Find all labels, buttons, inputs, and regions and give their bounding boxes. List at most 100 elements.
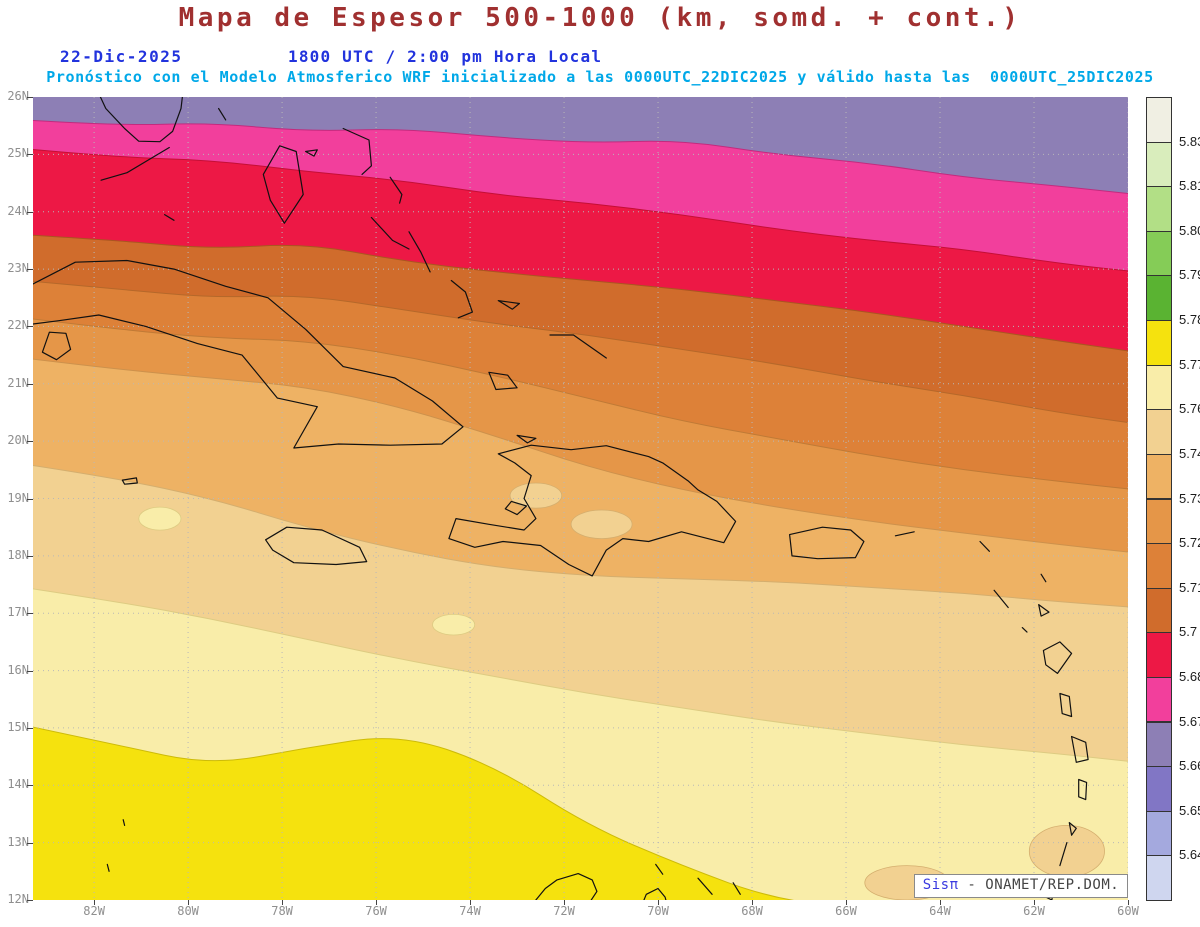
attribution-brand: Sisπ: [922, 877, 959, 893]
coastline-great-inagua: [488, 371, 518, 391]
thickness-map-canvas: [33, 97, 1128, 900]
colorbar-segment: [1146, 186, 1172, 232]
lon-label: 82W: [83, 904, 105, 918]
contour-5.676: [33, 119, 1128, 194]
colorbar-segment: [1146, 453, 1172, 500]
coastline-tortuga: [516, 434, 537, 444]
coastline-puerto-rico: [789, 526, 865, 560]
contour-patch: [509, 482, 563, 509]
colorbar-segment: [1146, 364, 1172, 411]
lat-label: 22N: [7, 318, 29, 333]
contour-5.7: [33, 234, 1128, 352]
coastline-jamaica: [265, 526, 368, 566]
coastline-florida-mainland: [99, 97, 183, 143]
coastline-eleuthera: [342, 127, 372, 175]
coastline-guajira-peninsula: [535, 873, 598, 900]
colorbar-segment: [1146, 766, 1172, 812]
coastline-grenadines: [1059, 842, 1068, 867]
lon-tick: [752, 900, 754, 905]
colorbar-label: 5.748: [1179, 445, 1200, 461]
lon-label: 78W: [271, 904, 293, 918]
lat-label: 19N: [7, 490, 29, 505]
lat-label: 20N: [7, 433, 29, 448]
coastline-bimini: [218, 107, 227, 121]
coastline-dominica: [1059, 692, 1073, 718]
coastline-hispaniola: [448, 444, 737, 577]
coastline-martinique: [1071, 735, 1089, 763]
lon-tick: [282, 900, 284, 905]
contour-5.772: [33, 726, 795, 900]
colorbar-segment: [1146, 230, 1172, 277]
coastline-st-vincent: [1068, 822, 1077, 836]
coastline-cay-sal: [164, 214, 175, 221]
contour-5.736: [33, 358, 1128, 553]
lon-tick: [1128, 900, 1129, 905]
lon-label: 60W: [1117, 904, 1139, 918]
lon-tick: [846, 900, 848, 905]
lat-label: 25N: [7, 146, 29, 161]
colorbar-segment: [1146, 632, 1172, 678]
colorbar-label: 5.795: [1179, 267, 1200, 283]
contour-patch: [138, 506, 182, 531]
colorbar-label: 5.819: [1179, 178, 1200, 194]
lat-tick: [27, 900, 33, 901]
colorbar-label: 5.831: [1179, 133, 1200, 149]
colorbar-segment: [1146, 141, 1172, 188]
colorbar-segment: [1146, 97, 1172, 143]
colorbar-segment: [1146, 721, 1172, 768]
coastline-aruba: [655, 863, 664, 875]
colorbar-label: 5.664: [1179, 758, 1200, 774]
lon-label: 72W: [553, 904, 575, 918]
contour-5.76: [33, 588, 1128, 762]
lon-label: 64W: [929, 904, 951, 918]
colorbar-label: 5.807: [1179, 222, 1200, 238]
contour-5.688: [33, 148, 1128, 272]
colorbar-label: 5.76: [1179, 401, 1200, 417]
band-5.772: [33, 727, 792, 900]
coastline-isla-juventud: [41, 331, 72, 361]
lon-tick: [188, 900, 190, 905]
forecast-time: 1800 UTC / 2:00 pm Hora Local: [288, 47, 603, 66]
lat-label: 15N: [7, 719, 29, 734]
coastline-antigua: [1038, 604, 1050, 617]
colorbar-segment: [1146, 498, 1172, 545]
coastline-bonaire: [732, 882, 741, 895]
lon-label: 70W: [647, 904, 669, 918]
colorbar-label: 5.712: [1179, 579, 1200, 595]
lat-label: 18N: [7, 547, 29, 562]
coastline-gonave: [504, 500, 528, 516]
coastline-st-kitts-nevis: [993, 589, 1009, 609]
coastline-st-martin-anguilla: [979, 540, 990, 552]
colorbar-label: 5.736: [1179, 490, 1200, 506]
coastline-providencia: [122, 819, 126, 826]
contour-patch: [432, 614, 476, 636]
coastline-long-island: [408, 231, 431, 273]
colorbar-segment: [1146, 855, 1172, 901]
colorbar-segment: [1146, 587, 1172, 634]
coastline-virgin-islands: [894, 531, 915, 537]
lon-tick: [1034, 900, 1035, 905]
coastline-crooked-acklins: [450, 279, 473, 319]
lat-label: 17N: [7, 605, 29, 620]
coastline-florida-keys: [100, 146, 170, 181]
colorbar-label: 5.724: [1179, 535, 1200, 551]
lon-tick: [94, 900, 96, 905]
lat-label: 12N: [7, 892, 29, 906]
lon-label: 68W: [741, 904, 763, 918]
colorbar-label: 5.688: [1179, 668, 1200, 684]
attribution-box: Sisπ - ONAMET/REP.DOM.: [914, 874, 1128, 898]
colorbar-segment: [1146, 810, 1172, 857]
coastline-andros: [262, 145, 304, 224]
lat-label: 13N: [7, 834, 29, 849]
lon-label: 66W: [835, 904, 857, 918]
coastline-montserrat: [1021, 627, 1028, 633]
colorbar-label: 5.652: [1179, 802, 1200, 818]
lon-tick: [470, 900, 472, 905]
lon-tick: [376, 900, 378, 905]
colorbar: 5.831 5.819 5.807 5.795 5.783 5.772 5.76 5.748 5…: [1146, 97, 1200, 901]
lat-label: 26N: [7, 89, 29, 103]
contour-patch: [570, 509, 633, 540]
coastline-mayaguana: [497, 300, 520, 310]
lon-label: 80W: [177, 904, 199, 918]
